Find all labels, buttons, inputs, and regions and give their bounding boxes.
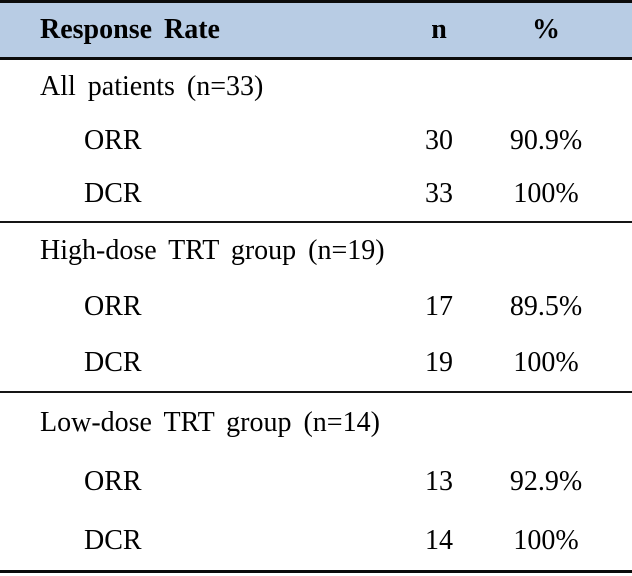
pct-value: 90.9% bbox=[509, 124, 583, 156]
metric-row-orr: ORR 13 92.9% bbox=[0, 452, 632, 511]
section-high-dose-trt: High-dose TRT group (n=19) ORR 17 89.5% … bbox=[0, 223, 632, 393]
n-value: 14 bbox=[425, 524, 453, 556]
n-value: 17 bbox=[425, 291, 453, 322]
metric-row-dcr: DCR 33 100% bbox=[0, 167, 632, 221]
column-header-response-rate: Response Rate bbox=[40, 14, 220, 45]
table-header-row: Response Rate n % bbox=[0, 3, 632, 60]
pct-value: 100% bbox=[513, 178, 579, 210]
group-label: Low-dose TRT group (n=14) bbox=[40, 406, 380, 438]
group-label: All patients (n=33) bbox=[40, 70, 264, 102]
column-header-percent: % bbox=[532, 14, 560, 45]
metric-row-dcr: DCR 14 100% bbox=[0, 511, 632, 570]
metric-label: DCR bbox=[84, 178, 142, 210]
metric-label: DCR bbox=[84, 347, 142, 378]
section-low-dose-trt: Low-dose TRT group (n=14) ORR 13 92.9% D… bbox=[0, 393, 632, 573]
metric-label: ORR bbox=[84, 465, 142, 497]
metric-label: ORR bbox=[84, 124, 142, 156]
metric-row-orr: ORR 30 90.9% bbox=[0, 114, 632, 168]
column-header-n: n bbox=[431, 14, 447, 45]
metric-label: DCR bbox=[84, 524, 142, 556]
n-value: 33 bbox=[425, 178, 453, 210]
n-value: 13 bbox=[425, 465, 453, 497]
n-value: 19 bbox=[425, 347, 453, 378]
group-row: All patients (n=33) bbox=[0, 60, 632, 114]
metric-row-dcr: DCR 19 100% bbox=[0, 335, 632, 391]
metric-row-orr: ORR 17 89.5% bbox=[0, 279, 632, 335]
pct-value: 100% bbox=[513, 347, 579, 378]
group-row: Low-dose TRT group (n=14) bbox=[0, 393, 632, 452]
n-value: 30 bbox=[425, 124, 453, 156]
pct-value: 92.9% bbox=[509, 465, 583, 497]
pct-value: 89.5% bbox=[509, 291, 583, 322]
group-label: High-dose TRT group (n=19) bbox=[40, 235, 385, 266]
section-all-patients: All patients (n=33) ORR 30 90.9% DCR 33 … bbox=[0, 60, 632, 223]
group-row: High-dose TRT group (n=19) bbox=[0, 223, 632, 279]
pct-value: 100% bbox=[513, 524, 579, 556]
metric-label: ORR bbox=[84, 291, 142, 322]
